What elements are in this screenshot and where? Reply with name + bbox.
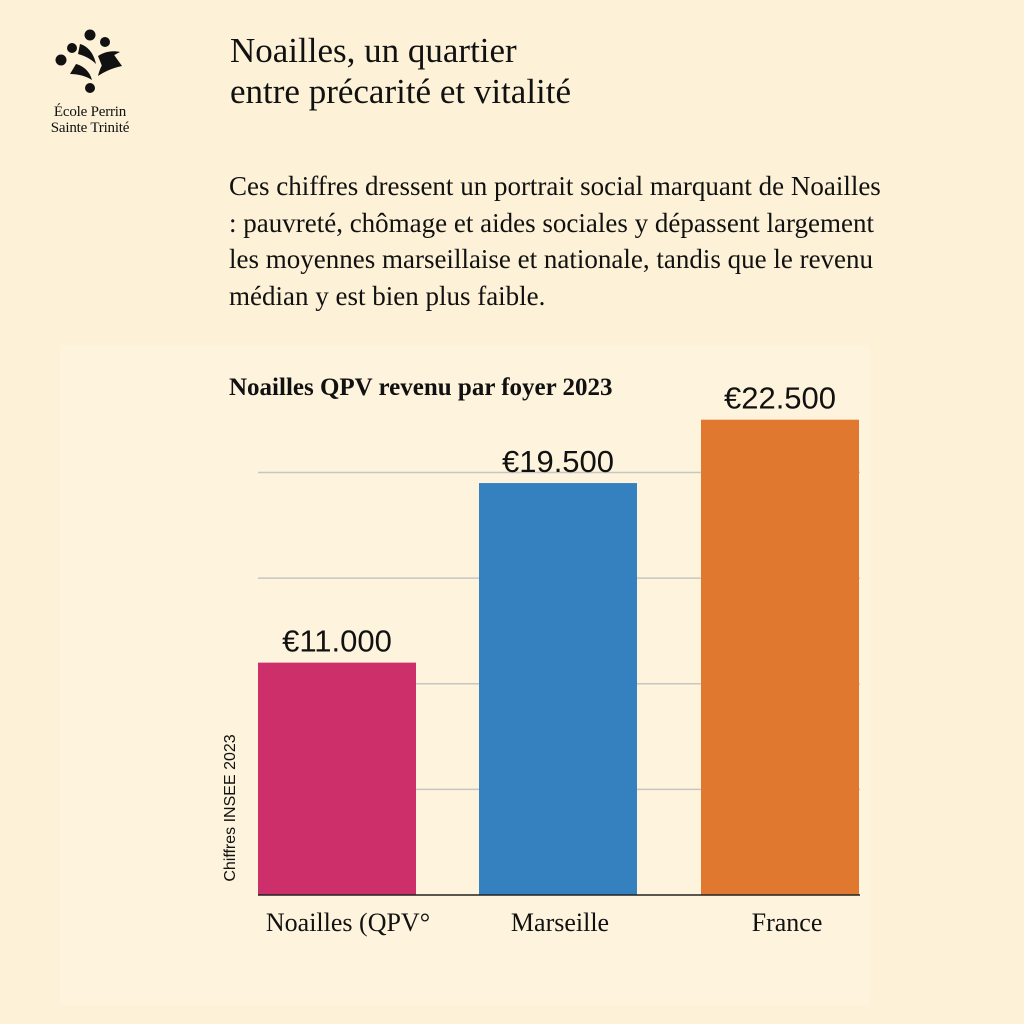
brand-name: École Perrin Sainte Trinité <box>40 104 140 136</box>
school-logo-icon <box>55 29 122 93</box>
x-tick-label-0: Noailles (QPV° <box>265 908 431 937</box>
brand-logo: École Perrin Sainte Trinité <box>40 26 140 136</box>
page-title-line-1: Noailles, un quartier <box>230 31 517 70</box>
bar-0 <box>258 662 416 895</box>
bar-value-label-2: €22.500 <box>724 381 836 416</box>
x-tick-label-1: Marseille <box>510 908 610 937</box>
bar-2 <box>701 419 859 895</box>
lead-paragraph: Ces chiffres dressent un portrait social… <box>229 171 881 311</box>
brand-line-2: Sainte Trinité <box>50 120 130 136</box>
chart-title: Noailles QPV revenu par foyer 2023 <box>229 374 613 401</box>
bar-value-label-0: €11.000 <box>282 624 392 659</box>
brand-line-1: École Perrin <box>53 104 127 120</box>
page-title-line-2: entre précarité et vitalité <box>230 72 572 111</box>
x-tick-label-2: France <box>751 908 823 937</box>
bar-value-label-1: €19.500 <box>502 444 614 479</box>
bar-1 <box>479 483 637 895</box>
page-title: Noailles, un quartier entre précarité et… <box>230 30 850 112</box>
